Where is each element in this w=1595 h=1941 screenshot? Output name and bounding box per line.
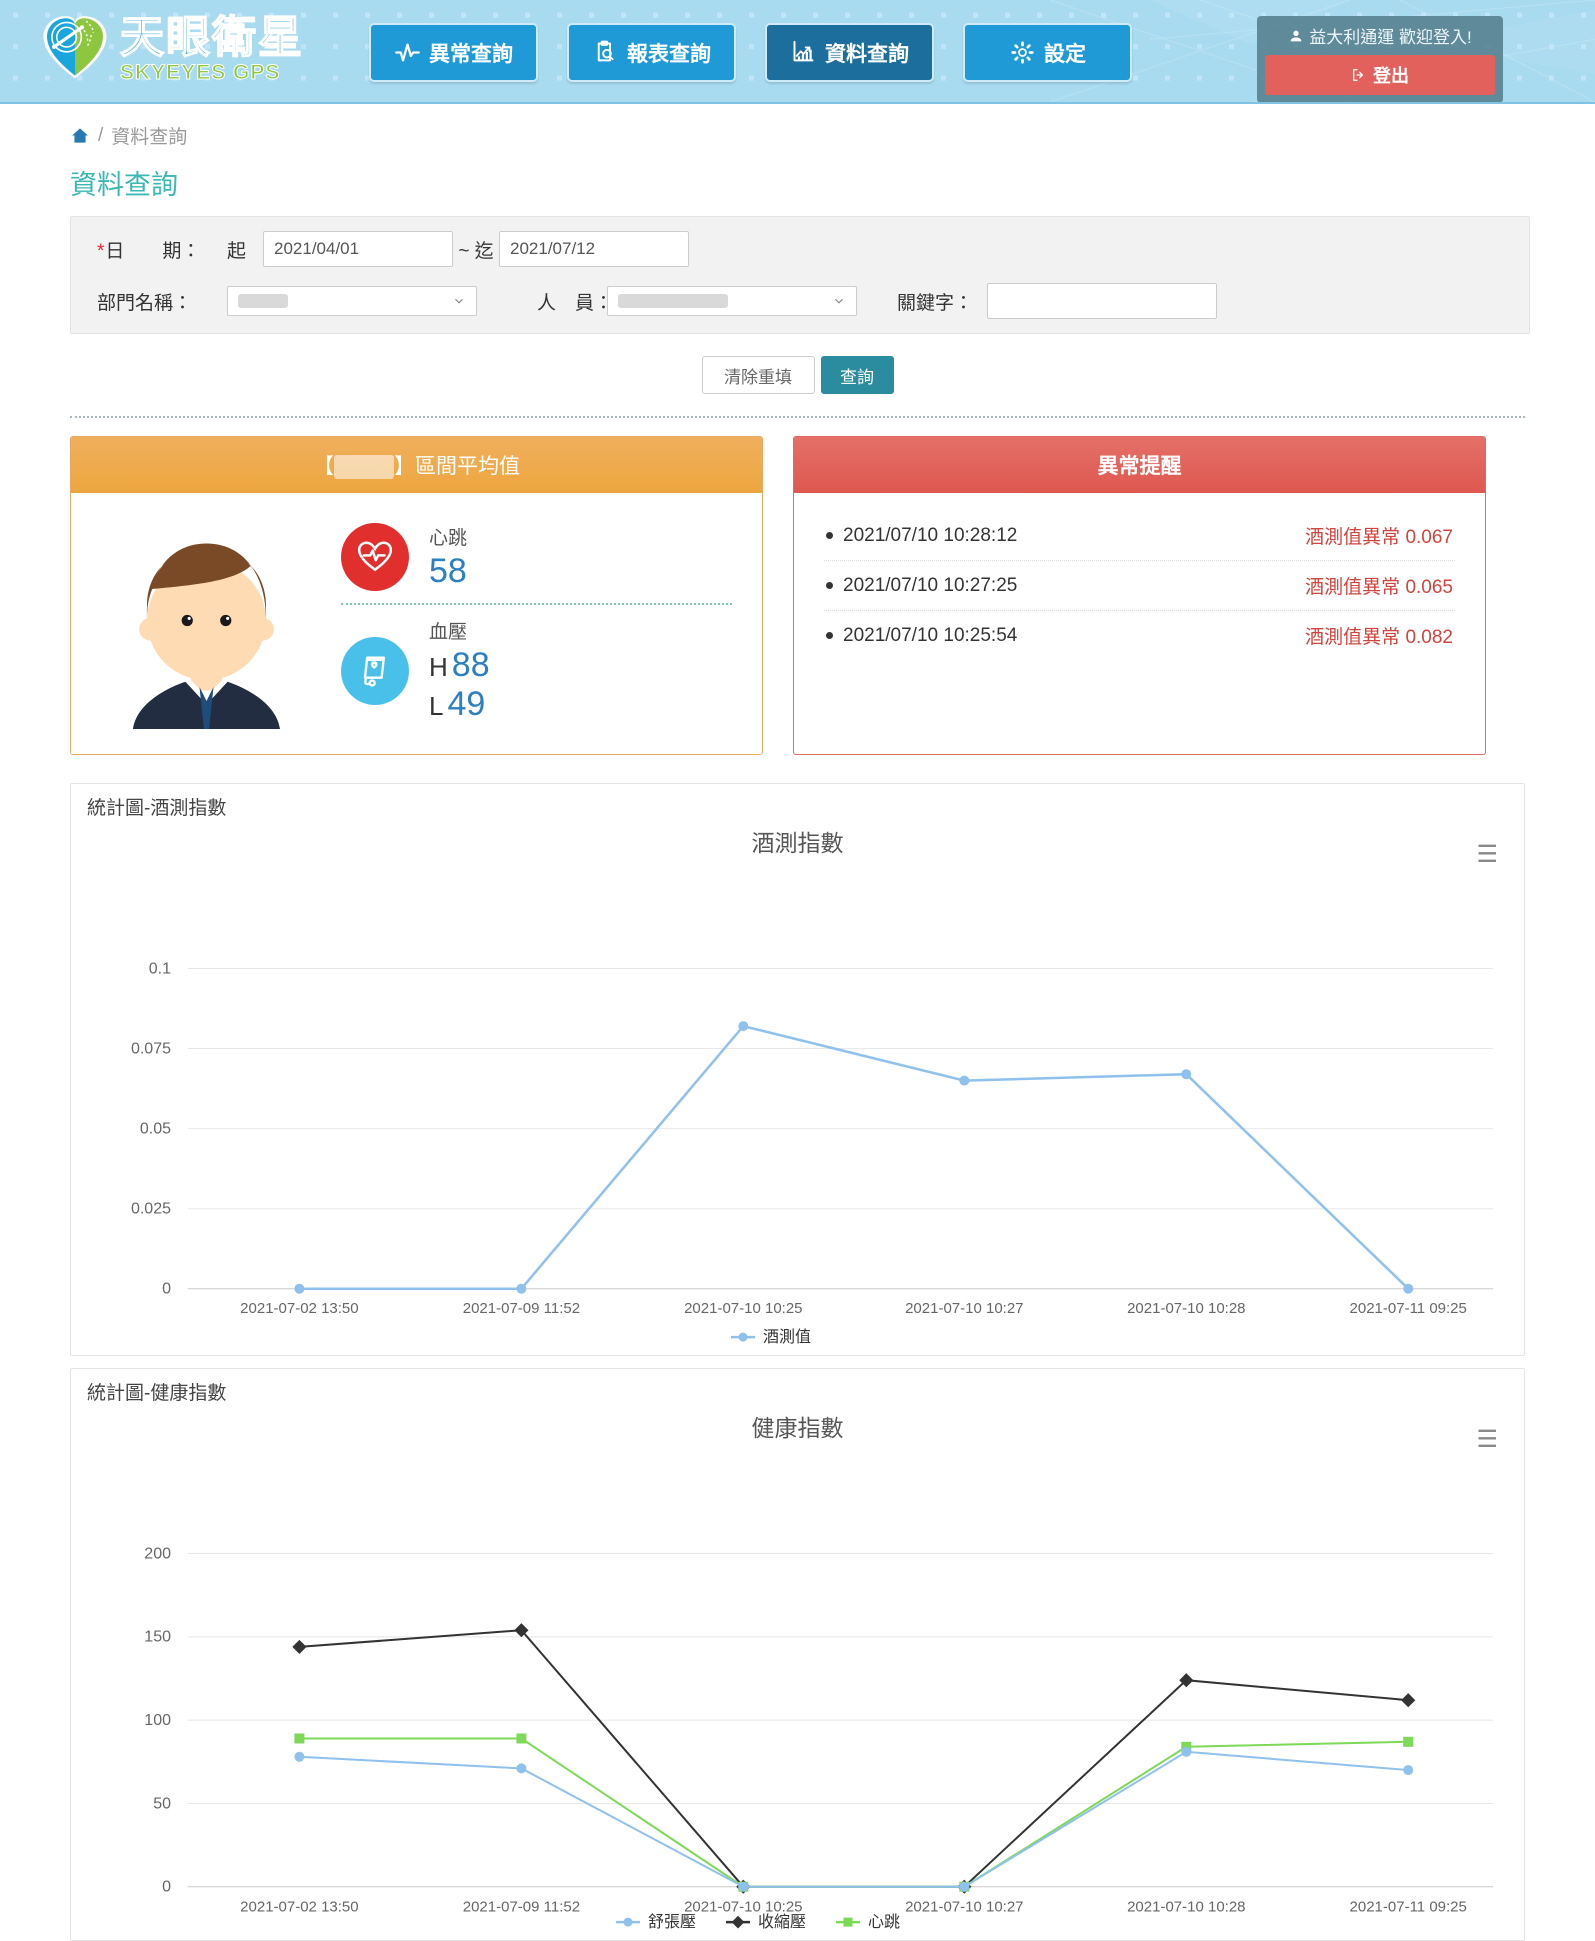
svg-text:2021-07-10 10:25: 2021-07-10 10:25 [684, 1300, 802, 1317]
svg-text:酒測值: 酒測值 [763, 1328, 811, 1346]
svg-text:2021-07-10 10:27: 2021-07-10 10:27 [905, 1899, 1023, 1916]
svg-text:舒張壓: 舒張壓 [648, 1913, 696, 1931]
svg-text:0.025: 0.025 [131, 1201, 171, 1218]
svg-text:2021-07-10 10:28: 2021-07-10 10:28 [1127, 1899, 1245, 1916]
svg-text:2021-07-11 09:25: 2021-07-11 09:25 [1350, 1899, 1467, 1916]
svg-text:50: 50 [153, 1796, 171, 1813]
svg-text:2021-07-10 10:28: 2021-07-10 10:28 [1127, 1300, 1245, 1317]
svg-text:2021-07-09 11:52: 2021-07-09 11:52 [463, 1899, 580, 1916]
svg-text:收縮壓: 收縮壓 [758, 1913, 806, 1931]
svg-text:200: 200 [144, 1546, 171, 1563]
svg-text:2021-07-11 09:25: 2021-07-11 09:25 [1350, 1300, 1467, 1317]
svg-text:2021-07-10 10:27: 2021-07-10 10:27 [905, 1300, 1023, 1317]
svg-text:0.075: 0.075 [131, 1041, 171, 1058]
svg-text:心跳: 心跳 [868, 1913, 900, 1931]
svg-text:0: 0 [162, 1281, 171, 1298]
svg-text:2021-07-02 13:50: 2021-07-02 13:50 [240, 1899, 358, 1916]
svg-text:150: 150 [144, 1629, 171, 1646]
svg-text:0.1: 0.1 [149, 961, 171, 978]
svg-text:2021-07-02 13:50: 2021-07-02 13:50 [240, 1300, 358, 1317]
svg-text:2021-07-09 11:52: 2021-07-09 11:52 [463, 1300, 580, 1317]
svg-text:0.05: 0.05 [140, 1121, 171, 1138]
svg-text:0: 0 [162, 1879, 171, 1896]
svg-text:100: 100 [144, 1712, 171, 1729]
